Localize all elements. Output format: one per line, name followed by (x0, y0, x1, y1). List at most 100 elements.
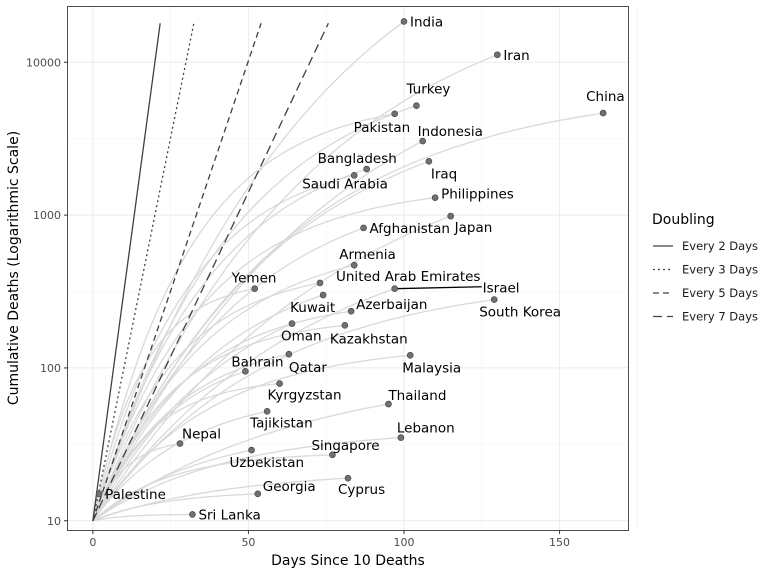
x-axis-title: Days Since 10 Deaths (271, 553, 425, 569)
country-label: Kyrgyzstan (268, 388, 342, 404)
country-line (92, 282, 321, 522)
country-label: Nepal (182, 427, 221, 443)
country-line (92, 513, 193, 522)
country-point (248, 446, 255, 454)
country-point (276, 380, 283, 387)
country-label: Palestine (105, 487, 166, 503)
country-line (92, 436, 401, 522)
country-label: Iran (503, 48, 529, 64)
legend-label: Every 2 Days (682, 239, 758, 253)
country-line (92, 105, 417, 521)
country-line (92, 288, 395, 522)
country-point (391, 285, 398, 292)
country-line (92, 323, 293, 522)
highlight-line (394, 286, 482, 290)
country-point (431, 194, 439, 201)
country-label: Malaysia (402, 360, 461, 376)
country-point (319, 291, 327, 299)
country-label: South Korea (479, 305, 561, 321)
highlighted-country-lines (394, 286, 482, 290)
country-point (316, 279, 324, 287)
country-label: China (586, 89, 625, 105)
y-tick-label: 1000 (33, 209, 61, 222)
country-point (406, 351, 414, 359)
country-point (242, 368, 249, 375)
country-point (341, 322, 349, 329)
country-line (92, 353, 290, 522)
x-tick-label: 150 (549, 536, 570, 549)
country-line (92, 449, 252, 522)
x-tick-label: 50 (241, 536, 255, 549)
country-line (92, 354, 411, 522)
y-axis-title: Cumulative Deaths (Logarithmic Scale) (6, 131, 22, 405)
country-label: Saudi Arabia (302, 176, 388, 192)
country-label: Yemen (231, 271, 277, 287)
country-point (425, 157, 433, 165)
country-label: Philippines (441, 187, 514, 203)
legend-label: Every 3 Days (682, 263, 758, 277)
country-line (92, 324, 345, 522)
country-label: Japan (454, 220, 493, 236)
country-label: Iraq (431, 166, 457, 182)
country-point (329, 451, 336, 459)
country-label: Lebanon (397, 421, 455, 437)
country-label: Cyprus (338, 482, 385, 498)
country-label: United Arab Emirates (336, 269, 480, 285)
country-line (92, 288, 255, 521)
grid (68, 7, 638, 530)
doubling-line (92, 23, 161, 521)
country-label: Oman (281, 329, 322, 345)
country-line (92, 197, 436, 522)
y-tick-label: 100 (40, 362, 61, 375)
country-point (363, 165, 370, 173)
country-point (95, 490, 103, 498)
legend: Doubling Every 2 Days Every 3 Days Every 5… (652, 212, 758, 324)
country-label: Singapore (311, 438, 379, 454)
country-points (95, 18, 607, 518)
country-label: Qatar (289, 360, 327, 376)
country-label: Kuwait (290, 300, 335, 316)
country-point (176, 440, 184, 447)
country-label: Bangladesh (318, 151, 397, 167)
country-point (263, 408, 271, 415)
country-line (92, 310, 352, 522)
country-line (92, 493, 258, 522)
country-line (92, 382, 280, 522)
country-label: Georgia (263, 479, 316, 495)
doubling-reference-lines (92, 22, 329, 522)
country-label: Israel (483, 281, 520, 297)
country-label: Azerbaijan (356, 297, 427, 313)
country-point (413, 102, 420, 109)
country-line (92, 113, 395, 521)
country-label: Sri Lanka (198, 507, 260, 523)
country-label: India (410, 14, 443, 30)
plot-panel (67, 6, 629, 531)
country-line (92, 294, 324, 522)
country-point (494, 51, 501, 59)
country-point (599, 109, 607, 117)
x-tick-label: 100 (394, 536, 415, 549)
doubling-line (92, 22, 329, 522)
legend-label: Every 7 Days (682, 310, 758, 324)
country-point (385, 400, 392, 408)
country-point (490, 296, 498, 303)
country-point (347, 307, 355, 315)
country-point (360, 224, 367, 232)
country-label: Tajikistan (249, 415, 313, 431)
background-country-lines (92, 20, 604, 522)
country-point (397, 434, 405, 441)
country-point (447, 212, 454, 220)
country-point (419, 137, 426, 145)
y-tick-label: 10000 (26, 56, 61, 69)
country-label: Bahrain (231, 354, 283, 370)
country-line (92, 403, 389, 522)
country-label: Afghanistan (370, 221, 450, 237)
country-label: Kazakhstan (330, 331, 408, 347)
country-point (391, 110, 398, 118)
y-tick-label: 10 (47, 515, 61, 528)
country-line (92, 264, 355, 522)
axes: 0 50 100 150 10 100 1000 10000 (26, 56, 570, 549)
country-label: Indonesia (418, 124, 483, 140)
country-line (92, 174, 355, 521)
